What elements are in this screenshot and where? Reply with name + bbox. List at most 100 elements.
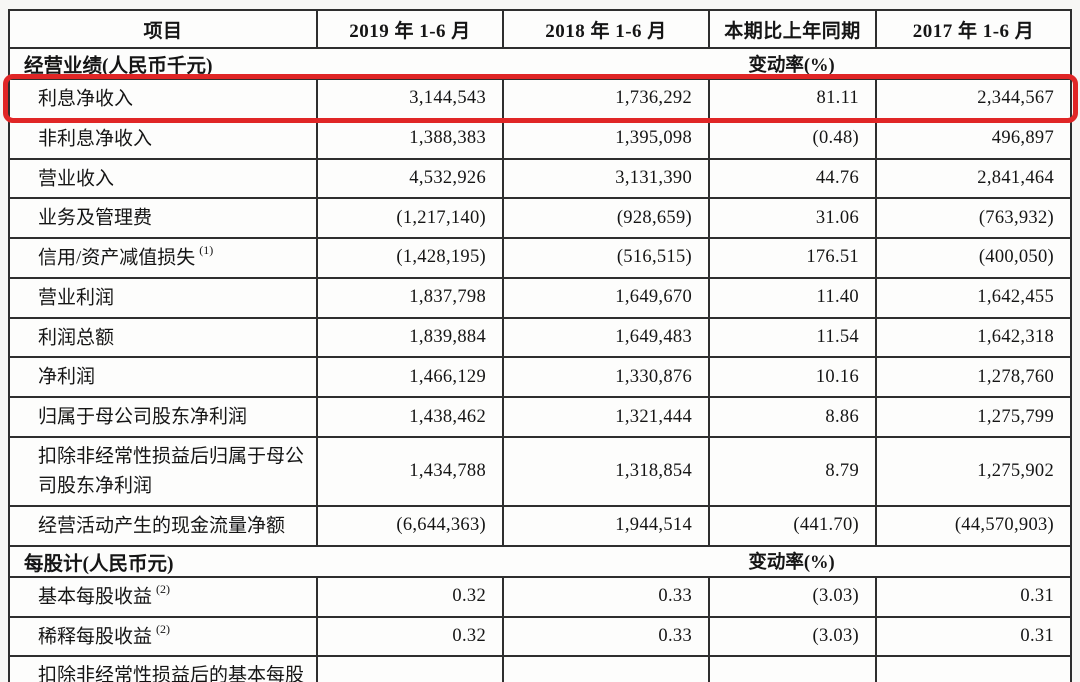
change-rate-value: 8.86 [708,398,875,436]
row-label: 营业收入 [38,167,115,189]
value-2018: 1,736,292 [502,80,708,118]
row-label: 非利息净收入 [38,128,153,150]
change-rate-value: - [708,657,875,682]
value-2017: 1,275,902 [875,437,1070,506]
value-2018: 1,318,854 [502,437,708,506]
row-label: 经营活动产生的现金流量净额 [38,515,286,537]
row-label: 业务及管理费 [38,207,153,229]
table-row: 基本每股收益 (2) 0.32 0.33 (3.03) 0.31 [10,577,1070,618]
table-row: 营业收入 4,532,926 3,131,390 44.76 2,841,464 [10,159,1070,200]
value-2019: (1,217,140) [316,199,502,238]
change-rate-value: (3.03) [708,617,875,656]
row-label-cell: 利润总额 [10,319,316,357]
value-2018: 1,649,483 [502,318,708,357]
change-rate-value: 11.54 [708,318,875,357]
value-2017: 0.31 [875,657,1070,682]
row-label: 归属于母公司股东净利润 [38,406,248,428]
row-label: 营业利润 [38,287,115,309]
table-row: 稀释每股收益 (2) 0.32 0.33 (3.03) 0.31 [10,617,1070,658]
value-2018: (516,515) [502,239,708,277]
value-2018: 1,944,514 [502,507,708,545]
change-rate-value: 10.16 [708,358,875,397]
value-2019: 1,837,798 [316,278,502,317]
row-label-cell: 扣除非经常性损益后的基本每股收益(2) [10,657,316,682]
row-label: 扣除非经常性损益后的基本每股收益 [38,665,305,682]
row-label: 信用/资产减值损失 [38,247,196,269]
value-2019: 1,839,884 [316,318,502,357]
value-2019: 0.32 [316,617,502,656]
row-label-cell: 利息净收入 [10,80,316,118]
value-2018: 0.32 [502,657,708,682]
value-2017: 0.31 [875,617,1070,656]
value-2017: 0.31 [875,577,1070,616]
column-header-item: 项目 [143,20,183,42]
row-label-cell: 净利润 [10,358,316,396]
row-label-cell: 稀释每股收益 (2) [10,618,316,656]
table-body: 经营业绩(人民币千元) 变动率(%) 利息净收入 3,144,543 1,736… [3,49,1078,682]
value-2019: (6,644,363) [316,507,502,545]
row-label: 净利润 [38,366,96,388]
value-2019: 1,434,788 [316,437,502,506]
section-title: 经营业绩(人民币千元) [24,56,213,77]
table-row: 营业利润 1,837,798 1,649,670 11.40 1,642,455 [10,278,1070,319]
change-rate-value: 8.79 [708,437,875,506]
change-rate-value: 81.11 [708,80,875,118]
change-rate-value: (0.48) [708,119,875,158]
row-label-cell: 非利息净收入 [10,120,316,158]
row-label-cell: 业务及管理费 [10,199,316,237]
section-header-row: 每股计(人民币元) 变动率(%) [10,547,1070,578]
value-2018: 0.33 [502,617,708,656]
change-rate-value: 31.06 [708,199,875,238]
value-2017: 1,642,455 [875,278,1070,317]
table-row: 利润总额 1,839,884 1,649,483 11.54 1,642,318 [10,318,1070,359]
table-row: 净利润 1,466,129 1,330,876 10.16 1,278,760 [10,358,1070,399]
column-header-2017: 2017 年 1-6 月 [875,11,1070,47]
table-row: 信用/资产减值损失 (1) (1,428,195) (516,515) 176.5… [10,239,1070,279]
section-header-row: 经营业绩(人民币千元) 变动率(%) [10,49,1070,80]
value-2018: 3,131,390 [502,159,708,198]
value-2017: (400,050) [875,239,1070,277]
table-row: 扣除非经常性损益后归属于母公司股东净利润 1,434,788 1,318,854… [10,437,1070,508]
row-label-cell: 扣除非经常性损益后归属于母公司股东净利润 [10,438,316,505]
value-2019: 0.32 [316,657,502,682]
row-label-cell: 信用/资产减值损失 (1) [10,239,316,277]
row-label: 利润总额 [38,326,115,348]
value-2019: (1,428,195) [316,239,502,277]
footnote-marker: (2) [156,621,171,636]
value-2017: 1,275,799 [875,398,1070,436]
value-2018: 1,321,444 [502,398,708,436]
table-row: 归属于母公司股东净利润 1,438,462 1,321,444 8.86 1,2… [10,398,1070,438]
footnote-marker: (2) [156,581,171,596]
value-2019: 1,438,462 [316,398,502,436]
value-2017: (763,932) [875,199,1070,238]
column-header-2019: 2019 年 1-6 月 [316,11,502,47]
value-2017: 496,897 [875,119,1070,158]
table-row: 经营活动产生的现金流量净额 (6,644,363) 1,944,514 (441… [10,507,1070,547]
table-row: 业务及管理费 (1,217,140) (928,659) 31.06 (763,… [10,199,1070,240]
column-header-change: 本期比上年同期 [708,11,875,47]
change-rate-value: 176.51 [708,239,875,277]
column-header-2018: 2018 年 1-6 月 [502,11,708,47]
value-2018: 1,330,876 [502,358,708,397]
table-row: 非利息净收入 1,388,383 1,395,098 (0.48) 496,89… [10,119,1070,160]
value-2017: 1,278,760 [875,358,1070,397]
change-rate-value: (441.70) [708,507,875,545]
value-2019: 4,532,926 [316,159,502,198]
row-label-cell: 基本每股收益 (2) [10,578,316,616]
value-2019: 0.32 [316,577,502,616]
value-2017: 2,841,464 [875,159,1070,198]
row-label-cell: 经营活动产生的现金流量净额 [10,507,316,545]
table-header-row: 项目 2019 年 1-6 月 2018 年 1-6 月 本期比上年同期 201… [10,11,1070,49]
row-label: 稀释每股收益 [38,625,153,647]
table-row: 扣除非经常性损益后的基本每股收益(2) 0.32 0.32 - 0.31 [10,657,1070,682]
section-title: 每股计(人民币元) [24,553,174,575]
row-label: 利息净收入 [38,88,134,110]
value-2019: 1,466,129 [316,358,502,397]
value-2018: (928,659) [502,199,708,238]
financial-results-table: 项目 2019 年 1-6 月 2018 年 1-6 月 本期比上年同期 201… [3,9,1078,682]
value-2018: 1,649,670 [502,278,708,317]
row-label: 基本每股收益 [38,586,153,608]
change-rate-value: 11.40 [708,278,875,317]
row-label: 扣除非经常性损益后归属于母公司股东净利润 [38,445,305,497]
